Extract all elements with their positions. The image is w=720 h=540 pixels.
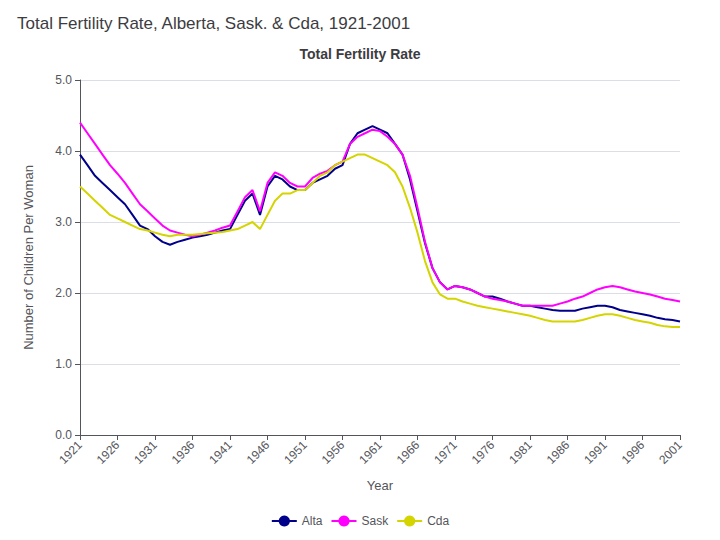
- svg-text:1941: 1941: [206, 438, 235, 467]
- svg-text:1951: 1951: [281, 438, 310, 467]
- svg-text:1996: 1996: [619, 438, 648, 467]
- svg-text:3.0: 3.0: [55, 215, 72, 229]
- svg-text:1971: 1971: [431, 438, 460, 467]
- svg-text:1.0: 1.0: [55, 357, 72, 371]
- svg-text:1981: 1981: [506, 438, 535, 467]
- svg-text:1961: 1961: [356, 438, 385, 467]
- svg-text:1921: 1921: [56, 438, 85, 467]
- svg-text:1991: 1991: [581, 438, 610, 467]
- svg-text:1966: 1966: [394, 438, 423, 467]
- svg-text:Alta: Alta: [302, 514, 323, 528]
- svg-text:Year: Year: [367, 478, 394, 493]
- svg-text:Sask: Sask: [361, 514, 389, 528]
- svg-text:1986: 1986: [544, 438, 573, 467]
- svg-text:5.0: 5.0: [55, 73, 72, 87]
- svg-text:2001: 2001: [656, 438, 685, 467]
- svg-text:Number of Children Per Woman: Number of Children Per Woman: [21, 165, 36, 350]
- svg-text:Total Fertility Rate, Alberta,: Total Fertility Rate, Alberta, Sask. & C…: [17, 14, 410, 33]
- svg-text:2.0: 2.0: [55, 286, 72, 300]
- svg-text:1931: 1931: [131, 438, 160, 467]
- svg-text:Total Fertility Rate: Total Fertility Rate: [299, 46, 420, 62]
- svg-text:1946: 1946: [244, 438, 273, 467]
- svg-text:0.0: 0.0: [55, 428, 72, 442]
- svg-text:1976: 1976: [469, 438, 498, 467]
- svg-text:1956: 1956: [319, 438, 348, 467]
- svg-text:1926: 1926: [94, 438, 123, 467]
- svg-text:Cda: Cda: [427, 514, 449, 528]
- svg-text:1936: 1936: [169, 438, 198, 467]
- svg-text:4.0: 4.0: [55, 144, 72, 158]
